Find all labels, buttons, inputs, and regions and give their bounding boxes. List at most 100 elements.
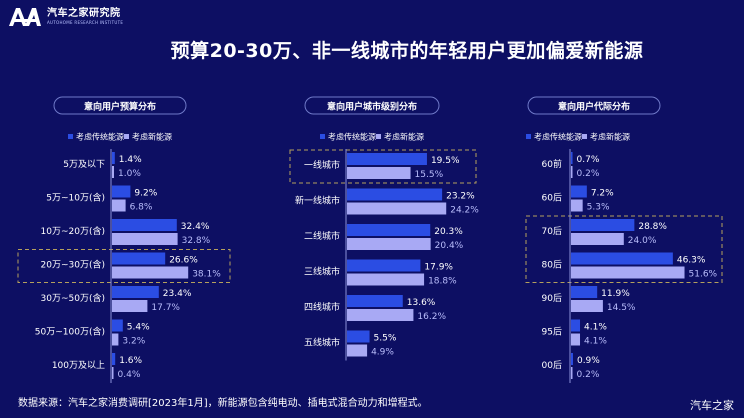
bar-new-energy xyxy=(571,300,603,312)
bar-new-energy xyxy=(112,266,189,279)
value-label-traditional: 20.3% xyxy=(434,227,463,237)
value-label-traditional: 28.8% xyxy=(638,222,667,232)
chart-title: 意向用户预算分布 xyxy=(84,101,156,113)
bar-traditional xyxy=(112,319,123,332)
value-label-traditional: 1.6% xyxy=(119,356,142,366)
value-label-new-energy: 5.3% xyxy=(587,203,610,213)
category-label: 一线城市 xyxy=(304,159,340,171)
bar-new-energy xyxy=(571,199,583,212)
value-label-new-energy: 16.2% xyxy=(417,312,446,322)
bar-new-energy xyxy=(347,202,447,215)
chart-title: 意向用户城市级别分布 xyxy=(327,101,417,113)
bar-traditional xyxy=(347,330,370,343)
value-label-new-energy: 0.2% xyxy=(577,370,600,380)
chart-title-pill xyxy=(527,96,661,115)
bar-traditional xyxy=(112,286,159,298)
category-label: 100万及以上 xyxy=(52,360,105,371)
value-label-new-energy: 20.4% xyxy=(435,241,464,251)
value-label-new-energy: 6.8% xyxy=(130,203,153,213)
value-label-new-energy: 1.0% xyxy=(118,169,141,179)
bar-new-energy xyxy=(571,266,685,279)
value-label-new-energy: 24.2% xyxy=(450,206,479,216)
value-label-new-energy: 14.5% xyxy=(607,303,636,313)
category-label: 50万~100万(含) xyxy=(35,326,105,338)
legend-swatch xyxy=(320,134,325,139)
bar-traditional xyxy=(571,252,673,265)
value-label-traditional: 7.2% xyxy=(591,189,614,199)
bar-traditional xyxy=(347,153,427,165)
value-label-new-energy: 32.8% xyxy=(182,236,211,246)
highlight-box xyxy=(17,249,231,283)
legend-swatch xyxy=(526,134,531,139)
data-source-note: 数据来源：汽车之家消费调研[2023年1月]，新能源包含纯电动、插电式混合动力和… xyxy=(18,398,428,409)
bar-traditional xyxy=(347,295,403,307)
highlight-box xyxy=(289,149,477,184)
value-label-new-energy: 0.2% xyxy=(577,169,600,179)
bar-new-energy xyxy=(112,300,148,312)
bar-new-energy xyxy=(347,238,431,250)
bar-new-energy xyxy=(112,233,178,245)
bar-new-energy xyxy=(571,166,573,178)
bar-new-energy xyxy=(347,167,411,179)
bar-traditional xyxy=(571,286,598,298)
value-label-traditional: 11.9% xyxy=(601,289,630,299)
value-label-traditional: 9.2% xyxy=(134,189,157,199)
page-title: 预算20-30万、非一线城市的年轻用户更加偏爱新能源 xyxy=(170,40,644,62)
bar-new-energy xyxy=(347,273,425,286)
value-label-traditional: 5.5% xyxy=(374,334,397,344)
legend-swatch xyxy=(68,134,73,139)
category-label: 00后 xyxy=(542,360,562,371)
value-label-new-energy: 17.7% xyxy=(151,303,180,313)
bar-traditional xyxy=(571,219,635,231)
value-label-new-energy: 15.5% xyxy=(415,170,444,180)
value-label-new-energy: 24.0% xyxy=(628,236,657,246)
category-label: 四线城市 xyxy=(304,301,340,313)
bar-traditional xyxy=(347,188,443,201)
category-label: 5万~10万(含) xyxy=(46,192,105,204)
value-label-traditional: 4.1% xyxy=(584,323,607,333)
bar-traditional xyxy=(571,353,573,365)
legend-swatch xyxy=(376,134,381,139)
value-label-new-energy: 38.1% xyxy=(192,270,221,280)
bar-traditional xyxy=(571,152,573,164)
bar-new-energy xyxy=(347,309,414,321)
logo-name-en: AUTOHOME RESEARCH INSTITUTE xyxy=(47,20,124,25)
bar-traditional xyxy=(347,259,421,272)
logo: 汽车之家研究院 AUTOHOME RESEARCH INSTITUTE xyxy=(8,6,123,28)
category-label: 60前 xyxy=(542,158,562,170)
bar-traditional xyxy=(571,185,587,198)
legend-label: 考虑传统能源 xyxy=(328,132,376,142)
bar-traditional xyxy=(112,353,116,365)
value-label-traditional: 19.5% xyxy=(431,156,460,166)
category-label: 95后 xyxy=(542,327,562,338)
bar-new-energy xyxy=(347,344,368,357)
bar-traditional xyxy=(571,319,581,332)
value-label-traditional: 26.6% xyxy=(169,256,198,266)
autohome-logo-icon xyxy=(9,8,41,26)
legend-label: 考虑新能源 xyxy=(384,132,424,142)
bar-new-energy xyxy=(112,166,114,178)
bar-traditional xyxy=(347,224,431,236)
highlight-box xyxy=(525,215,723,283)
value-label-traditional: 17.9% xyxy=(424,263,453,273)
bar-traditional xyxy=(112,185,131,198)
legend-swatch xyxy=(582,134,587,139)
bar-new-energy xyxy=(571,333,581,346)
chart-title-pill xyxy=(53,96,187,115)
chart-title-pill xyxy=(304,96,440,115)
category-label: 5万及以下 xyxy=(63,159,105,170)
category-label: 二线城市 xyxy=(304,230,340,242)
value-label-traditional: 23.2% xyxy=(446,192,475,202)
legend-label: 考虑传统能源 xyxy=(76,132,124,142)
category-label: 五线城市 xyxy=(304,337,340,349)
bar-new-energy xyxy=(571,233,624,245)
bar-new-energy xyxy=(571,367,573,379)
category-label: 70后 xyxy=(542,226,562,237)
category-label: 80后 xyxy=(542,260,562,271)
logo-name-cn: 汽车之家研究院 xyxy=(47,8,121,19)
value-label-new-energy: 3.2% xyxy=(122,337,145,347)
bar-new-energy xyxy=(112,367,114,379)
value-label-traditional: 0.9% xyxy=(577,356,600,366)
bar-new-energy xyxy=(112,199,126,212)
category-label: 10万~20万(含) xyxy=(41,225,105,237)
